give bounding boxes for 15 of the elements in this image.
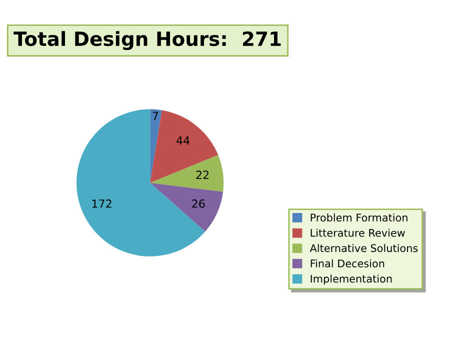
data-label: 44 xyxy=(176,136,190,144)
pie-slice xyxy=(150,182,224,232)
pie-slice xyxy=(150,110,218,183)
data-label: 22 xyxy=(196,170,209,179)
chart-title: Total Design Hours: 271 xyxy=(14,31,281,50)
legend-label: Final Decesion xyxy=(310,259,384,268)
data-label: 7 xyxy=(152,112,158,120)
legend-label: Problem Formation xyxy=(310,213,408,222)
legend-label: Alternative Solutions xyxy=(310,244,418,252)
data-label: 26 xyxy=(192,199,205,208)
legend-label: Litterature Review xyxy=(310,228,405,237)
pie-slice xyxy=(150,109,162,183)
pie-slice xyxy=(150,155,224,192)
data-label: 172 xyxy=(92,199,112,208)
legend-label: Implementation xyxy=(310,274,392,285)
